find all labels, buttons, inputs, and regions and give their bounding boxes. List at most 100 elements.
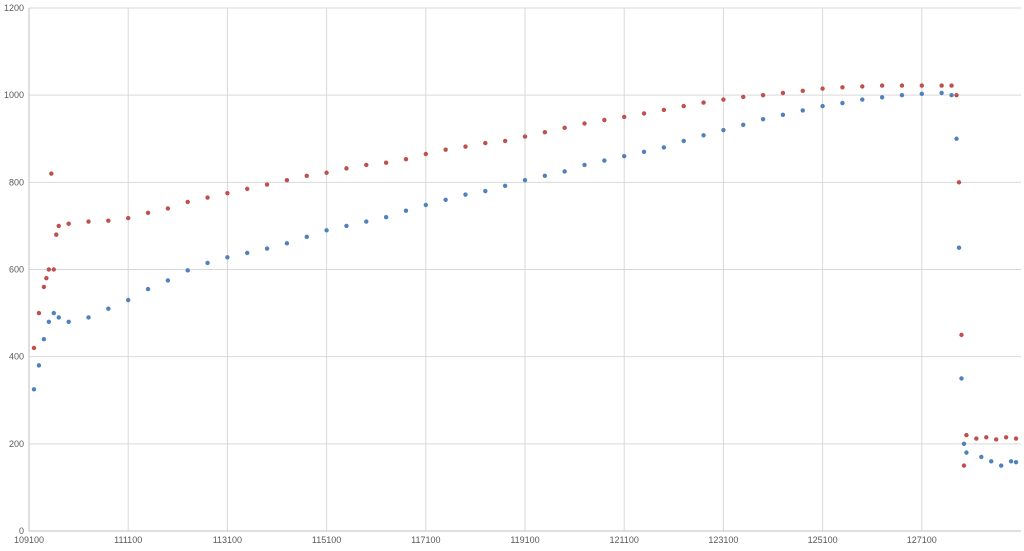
data-point bbox=[780, 90, 786, 96]
x-tick-label: 111100 bbox=[114, 535, 142, 545]
data-point bbox=[582, 121, 587, 126]
data-point bbox=[383, 160, 389, 165]
x-tick-label: 121100 bbox=[610, 535, 639, 545]
data-point bbox=[46, 319, 52, 324]
data-point bbox=[820, 86, 825, 91]
data-point bbox=[961, 441, 967, 447]
y-tick-label: 1000 bbox=[4, 90, 24, 100]
y-tick-label: 200 bbox=[9, 439, 24, 449]
data-point bbox=[840, 100, 845, 106]
data-point bbox=[542, 130, 548, 135]
data-point bbox=[622, 114, 627, 120]
data-point bbox=[979, 454, 984, 460]
data-point bbox=[879, 83, 885, 88]
data-point bbox=[44, 276, 49, 281]
data-point bbox=[264, 246, 270, 251]
data-point bbox=[994, 437, 999, 442]
data-point bbox=[54, 232, 59, 237]
y-tick-label: 600 bbox=[9, 265, 24, 275]
data-point bbox=[641, 111, 647, 116]
data-point bbox=[961, 463, 967, 468]
data-point bbox=[225, 255, 230, 260]
data-point bbox=[36, 363, 42, 368]
data-point bbox=[562, 169, 567, 174]
data-point bbox=[264, 182, 270, 187]
data-point bbox=[1013, 459, 1019, 465]
data-point bbox=[949, 83, 954, 88]
data-point bbox=[56, 315, 61, 320]
data-point bbox=[106, 218, 111, 223]
data-point bbox=[403, 157, 409, 162]
data-point bbox=[964, 432, 969, 438]
data-point bbox=[959, 376, 964, 381]
data-point bbox=[800, 108, 805, 113]
data-point bbox=[383, 215, 389, 220]
data-point bbox=[324, 228, 329, 233]
data-point bbox=[701, 133, 706, 138]
data-point bbox=[661, 107, 667, 113]
data-point bbox=[956, 180, 962, 185]
y-tick-label: 400 bbox=[9, 352, 24, 362]
data-point bbox=[721, 127, 726, 133]
data-point bbox=[820, 103, 825, 109]
series-1 bbox=[31, 90, 1019, 468]
data-point bbox=[899, 83, 905, 88]
data-point bbox=[36, 310, 42, 316]
data-point bbox=[364, 219, 369, 224]
x-tick-label: 123100 bbox=[708, 535, 738, 545]
data-point bbox=[344, 223, 349, 229]
data-point bbox=[502, 138, 508, 144]
data-point bbox=[165, 278, 171, 283]
data-point bbox=[502, 183, 508, 189]
data-point bbox=[542, 173, 548, 178]
data-point bbox=[443, 147, 448, 152]
x-tick-label: 113100 bbox=[213, 535, 242, 545]
data-point bbox=[641, 149, 647, 155]
data-point bbox=[998, 463, 1004, 468]
data-point bbox=[49, 171, 54, 176]
data-point bbox=[364, 162, 369, 168]
data-point bbox=[681, 138, 686, 144]
data-point bbox=[1013, 436, 1019, 441]
data-point bbox=[602, 158, 607, 163]
data-point bbox=[403, 208, 409, 213]
data-point bbox=[483, 188, 488, 194]
data-point bbox=[522, 134, 528, 139]
x-tick-label: 117100 bbox=[411, 535, 440, 545]
data-point bbox=[46, 267, 52, 272]
data-point bbox=[741, 94, 746, 100]
data-point bbox=[56, 223, 61, 229]
data-point bbox=[760, 92, 766, 98]
data-point bbox=[840, 85, 845, 90]
data-point bbox=[41, 284, 47, 290]
data-point bbox=[344, 166, 349, 171]
data-point bbox=[522, 177, 528, 183]
data-point bbox=[304, 234, 309, 240]
series-0 bbox=[31, 83, 1019, 468]
x-tick-label: 119100 bbox=[510, 535, 539, 545]
data-point bbox=[899, 92, 905, 98]
data-point bbox=[185, 199, 190, 205]
data-point bbox=[126, 215, 131, 221]
data-point bbox=[106, 306, 111, 311]
data-series bbox=[31, 83, 1019, 468]
data-point bbox=[681, 103, 686, 109]
y-tick-label: 1200 bbox=[4, 3, 24, 13]
data-point bbox=[562, 125, 567, 131]
y-tick-label: 0 bbox=[19, 526, 24, 536]
data-point bbox=[66, 221, 71, 226]
data-point bbox=[860, 97, 865, 102]
data-point bbox=[86, 219, 91, 224]
y-tick-label: 800 bbox=[9, 177, 24, 187]
data-point bbox=[989, 459, 994, 464]
data-point bbox=[86, 315, 91, 320]
x-tick-label: 109100 bbox=[14, 535, 44, 545]
data-point bbox=[284, 177, 290, 183]
data-point bbox=[701, 100, 706, 105]
data-point bbox=[879, 95, 885, 100]
data-point bbox=[984, 435, 989, 440]
data-point bbox=[51, 310, 56, 316]
data-point bbox=[423, 202, 428, 208]
data-point bbox=[245, 250, 250, 256]
